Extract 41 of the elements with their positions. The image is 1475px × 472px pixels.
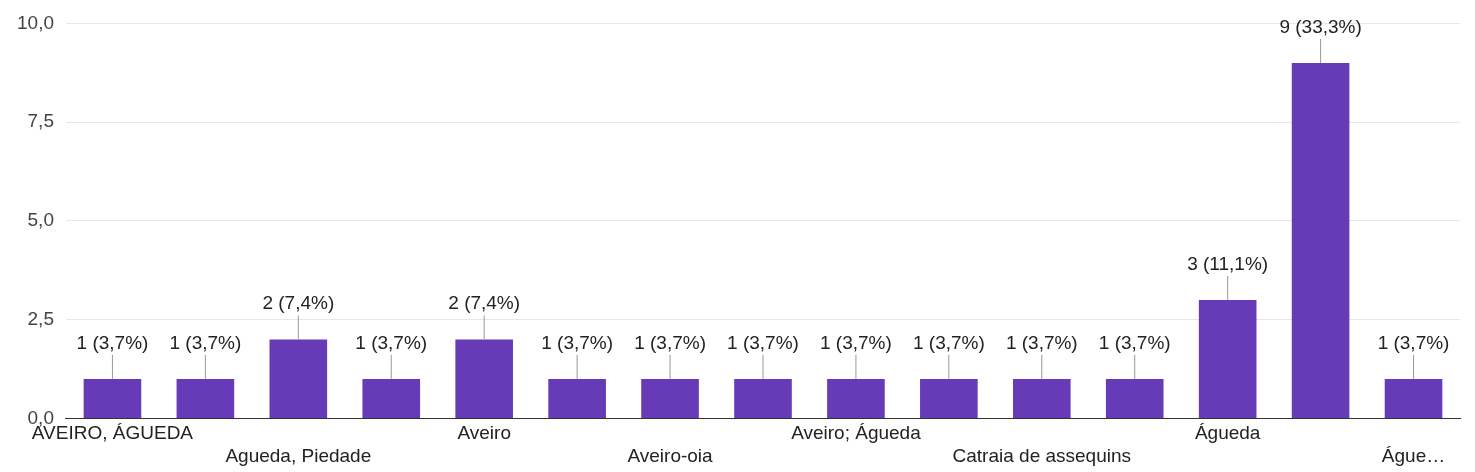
data-label: 1 (3,7%) [1098,331,1171,353]
y-tick-label: 2,5 [27,307,54,329]
y-tick-label: 10,0 [17,11,54,33]
y-tick-label: 5,0 [27,209,54,231]
data-label: 1 (3,7%) [76,331,149,353]
data-label: 1 (3,7%) [727,331,799,353]
bar [734,378,792,418]
data-label: 1 (3,7%) [541,331,614,353]
bar [1291,62,1350,418]
bar [362,378,421,418]
data-label: 1 (3,7%) [912,331,985,353]
y-tick-label: 7,5 [27,110,54,132]
data-label: 1 (3,7%) [820,331,892,353]
x-tick-label: Aveiro [457,422,511,444]
data-label: 2 (7,4%) [448,292,521,314]
data-label: 9 (33,3%) [1279,15,1362,37]
data-label: 1 (3,7%) [169,331,242,353]
bar [269,339,328,418]
bar [548,378,606,418]
x-tick-label: Catraia de assequins [952,444,1132,466]
bar [920,378,978,418]
bar [827,378,885,418]
data-label: 1 (3,7%) [634,331,706,353]
bar [455,339,513,418]
x-tick-label: Aveiro; Águeda [791,422,922,444]
x-tick-label: Aveiro-oia [627,444,714,466]
bar [1012,378,1071,418]
x-tick-label: Águe… [1381,444,1446,466]
data-label: 2 (7,4%) [262,292,335,314]
data-label: 1 (3,7%) [1377,331,1450,353]
x-tick-label: Agueda, Piedade [225,444,372,466]
bar [1198,299,1257,418]
bar [1384,378,1443,418]
bar [83,378,142,418]
data-label: 3 (11,1%) [1187,252,1269,274]
bar [1105,378,1164,418]
bar [176,378,235,418]
bar [641,378,699,418]
data-label: 1 (3,7%) [1005,331,1078,353]
data-label: 1 (3,7%) [355,331,428,353]
x-tick-label: Águeda [1194,422,1261,444]
